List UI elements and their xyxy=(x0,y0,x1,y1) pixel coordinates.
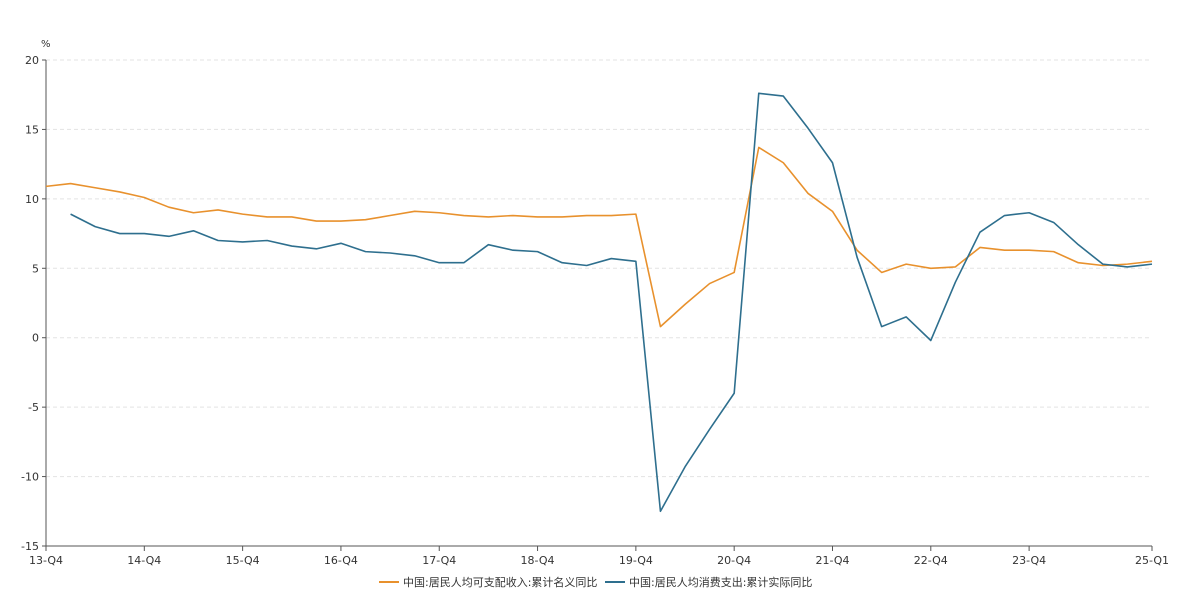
x-tick-label: 20-Q4 xyxy=(717,554,751,567)
axes xyxy=(45,60,1152,547)
x-tick-label: 21-Q4 xyxy=(815,554,849,567)
y-tick-label: -10 xyxy=(21,471,39,484)
series-line-1 xyxy=(45,146,1153,328)
x-tick-label: 25-Q1 xyxy=(1135,554,1169,567)
x-tick-label: 19-Q4 xyxy=(619,554,653,567)
x-tick-label: 14-Q4 xyxy=(127,554,161,567)
y-tick-label: 20 xyxy=(25,54,39,67)
legend-item-2[interactable]: 中国:居民人均消费支出:累计实际同比 xyxy=(605,575,812,589)
x-tick-label: 23-Q4 xyxy=(1012,554,1046,567)
y-tick-label: -15 xyxy=(21,540,39,553)
x-tick-label: 16-Q4 xyxy=(324,554,358,567)
y-tick-labels: 20 15 10 5 0 -5 -10 -15 xyxy=(21,54,46,553)
y-tick-label: 0 xyxy=(32,332,39,345)
y-tick-label: 10 xyxy=(25,193,39,206)
x-tick-label: 18-Q4 xyxy=(521,554,555,567)
legend-item-1[interactable]: 中国:居民人均可支配收入:累计名义同比 xyxy=(379,575,597,589)
y-unit-label: % xyxy=(41,39,51,50)
x-tick-label: 17-Q4 xyxy=(422,554,456,567)
series-lines xyxy=(45,92,1153,513)
x-tick-label: 15-Q4 xyxy=(226,554,260,567)
y-tick-label: -5 xyxy=(28,401,39,414)
legend-label: 中国:居民人均可支配收入:累计名义同比 xyxy=(403,575,597,589)
y-tick-label: 5 xyxy=(32,262,39,275)
x-tick-label: 13-Q4 xyxy=(29,554,63,567)
legend-label: 中国:居民人均消费支出:累计实际同比 xyxy=(629,575,812,589)
y-tick-label: 15 xyxy=(25,123,39,136)
series-line-2 xyxy=(70,92,1153,513)
x-tick-label: 22-Q4 xyxy=(914,554,948,567)
legend[interactable]: 中国:居民人均可支配收入:累计名义同比 中国:居民人均消费支出:累计实际同比 xyxy=(379,575,812,589)
x-tick-labels: 13-Q4 14-Q4 15-Q4 16-Q4 17-Q4 18-Q4 19-Q4 20-Q4… xyxy=(29,546,1169,567)
grid-lines xyxy=(46,59,1152,478)
